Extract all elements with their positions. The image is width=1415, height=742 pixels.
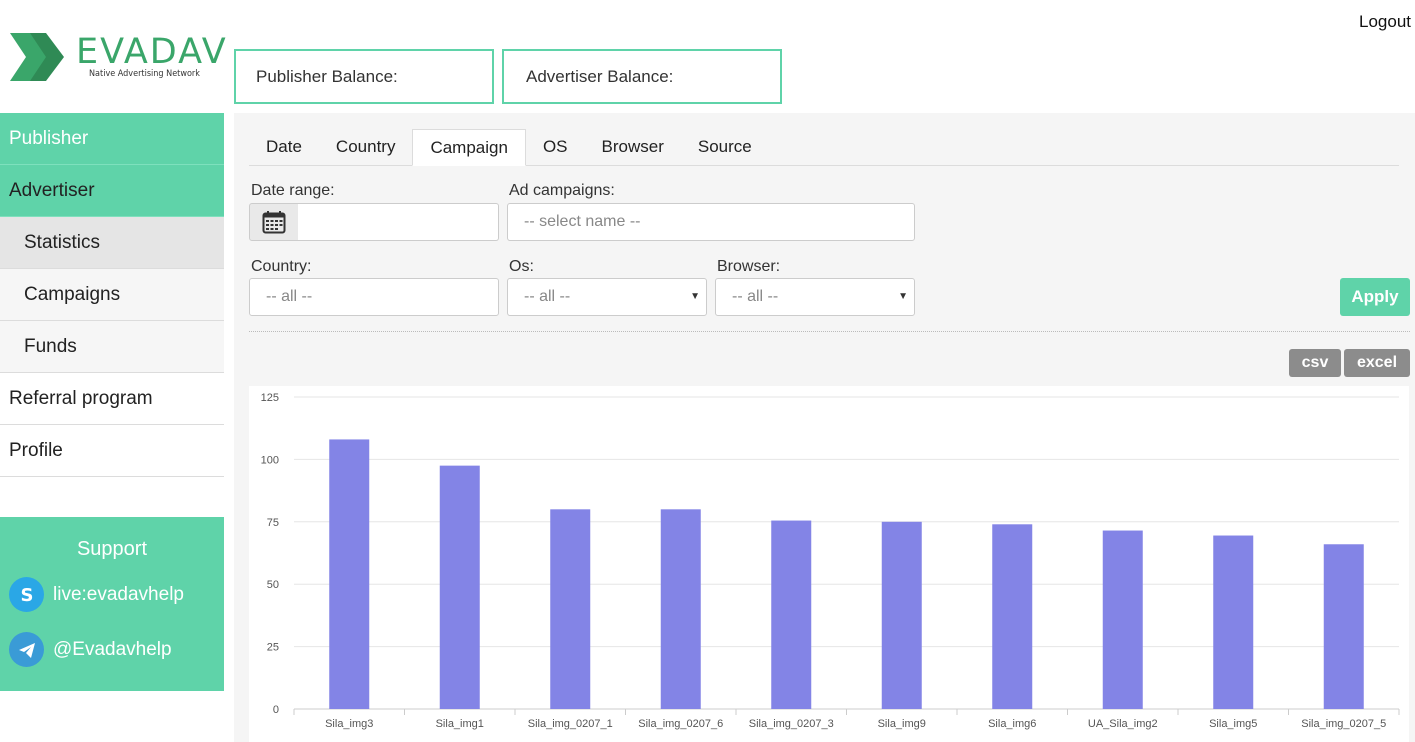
sidebar-item-referral-program[interactable]: Referral program	[0, 373, 224, 425]
x-tick-label: Sila_img5	[1209, 718, 1257, 730]
sidebar: EVADAV Native Advertising Network Publis…	[0, 0, 226, 742]
stats-tabs: Date Country Campaign OS Browser Source	[249, 129, 1399, 166]
y-tick-label: 100	[261, 454, 279, 466]
calendar-button[interactable]	[249, 203, 299, 241]
bar	[992, 524, 1033, 709]
tab-country[interactable]: Country	[335, 137, 396, 156]
country-select[interactable]: -- all --	[249, 278, 499, 316]
browser-select-value: -- all --	[732, 288, 779, 305]
advertiser-balance: Advertiser Balance:	[502, 49, 782, 104]
x-tick-label: Sila_img9	[878, 718, 926, 730]
sidebar-item-funds[interactable]: Funds	[0, 321, 224, 373]
bar	[771, 520, 812, 709]
skype-icon: S	[9, 577, 44, 612]
date-range-label: Date range:	[251, 182, 335, 199]
country-label: Country:	[251, 258, 312, 275]
tab-date[interactable]: Date	[266, 137, 302, 156]
y-tick-label: 125	[261, 392, 279, 404]
x-tick-label: Sila_img_0207_3	[749, 718, 834, 730]
x-tick-label: Sila_img_0207_1	[528, 718, 613, 730]
x-tick-label: UA_Sila_img2	[1088, 718, 1158, 730]
chart-svg: 0 25 50 75 100 125 Sila_img3 Sila_img1 Sila_img_…	[261, 392, 1400, 730]
y-tick-label: 50	[267, 579, 279, 591]
bar	[550, 509, 591, 709]
campaign-bar-chart: 0 25 50 75 100 125 Sila_img3 Sila_img1 Sila_img_…	[249, 386, 1409, 742]
brand-tagline: Native Advertising Network	[89, 69, 200, 79]
bar	[1213, 535, 1254, 709]
tab-campaign[interactable]: Campaign	[412, 129, 526, 166]
apply-button[interactable]: Apply	[1340, 278, 1410, 316]
brand-name: EVADAV	[76, 32, 228, 72]
bar	[1323, 544, 1364, 709]
support-telegram-link[interactable]: @Evadavhelp	[0, 632, 224, 667]
dropdown-arrow-icon: ▼	[690, 291, 700, 302]
tab-browser[interactable]: Browser	[601, 137, 664, 156]
dropdown-arrow-icon: ▼	[898, 291, 908, 302]
y-tick-label: 25	[267, 642, 279, 654]
publisher-balance: Publisher Balance:	[234, 49, 494, 104]
support-skype-link[interactable]: S live:evadavhelp	[0, 577, 224, 612]
os-label: Os:	[509, 258, 534, 275]
tab-os[interactable]: OS	[542, 137, 568, 156]
sidebar-item-profile[interactable]: Profile	[0, 425, 224, 477]
sidebar-nav: Publisher Advertiser Statistics Campaign…	[0, 113, 224, 477]
sidebar-item-publisher[interactable]: Publisher	[0, 113, 224, 165]
support-title: Support	[76, 538, 148, 560]
export-csv-button[interactable]: csv	[1289, 349, 1341, 377]
y-tick-label: 0	[273, 704, 279, 716]
svg-text:S: S	[20, 585, 33, 606]
date-range-input[interactable]	[298, 203, 499, 241]
calendar-icon	[262, 211, 286, 234]
sidebar-item-statistics[interactable]: Statistics	[0, 217, 224, 269]
support-skype-text: live:evadavhelp	[53, 583, 184, 605]
x-tick-label: Sila_img_0207_6	[638, 718, 723, 730]
os-select-value: -- all --	[524, 288, 571, 305]
sidebar-item-advertiser[interactable]: Advertiser	[0, 165, 224, 217]
ad-campaigns-label: Ad campaigns:	[509, 182, 615, 199]
telegram-icon	[9, 632, 44, 667]
brand-logo[interactable]: EVADAV Native Advertising Network	[10, 33, 226, 85]
x-tick-label: Sila_img6	[988, 718, 1036, 730]
os-select[interactable]: -- all -- ▼	[507, 278, 707, 316]
x-tick-label: Sila_img_0207_5	[1301, 718, 1386, 730]
x-tick-label: Sila_img3	[325, 718, 373, 730]
divider	[249, 331, 1410, 332]
logout-link[interactable]: Logout	[1359, 12, 1411, 31]
browser-label: Browser:	[717, 258, 781, 275]
ad-campaigns-select[interactable]: -- select name --	[507, 203, 915, 241]
browser-select[interactable]: -- all -- ▼	[715, 278, 915, 316]
export-excel-button[interactable]: excel	[1344, 349, 1410, 377]
logo-chevron-icon	[10, 33, 64, 81]
support-telegram-text: @Evadavhelp	[53, 638, 172, 660]
sidebar-item-campaigns[interactable]: Campaigns	[0, 269, 224, 321]
bar	[660, 509, 701, 709]
y-tick-label: 75	[267, 517, 279, 529]
x-tick-label: Sila_img1	[436, 718, 484, 730]
support-panel: Support S live:evadavhelp @Evadavhelp	[0, 517, 224, 691]
tab-source[interactable]: Source	[697, 137, 752, 156]
bar	[881, 521, 922, 709]
bar	[439, 465, 480, 709]
bar	[329, 439, 370, 709]
bar	[1102, 530, 1143, 709]
